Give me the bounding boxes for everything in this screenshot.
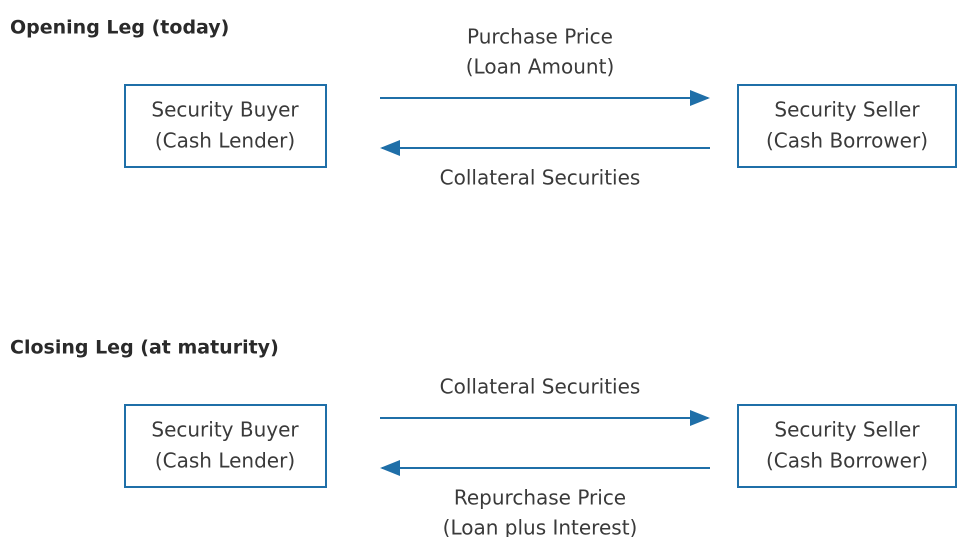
arrow-label: Collateral Securities [440,166,641,190]
box-text: (Cash Lender) [155,129,295,153]
box-text: Security Buyer [151,98,299,122]
arrow-label: Repurchase Price [454,486,626,510]
box [124,404,327,488]
box-text: (Cash Borrower) [766,129,928,153]
section-title: Closing Leg (at maturity) [10,337,279,359]
box-text: Security Seller [774,418,920,442]
box-text: Security Seller [774,98,920,122]
content: Opening Leg (today) Security Buyer (Cash L… [10,17,957,537]
arrow-label: (Loan Amount) [466,55,615,79]
box-text: (Cash Borrower) [766,449,928,473]
box-text: (Cash Lender) [155,449,295,473]
box [737,404,957,488]
box-text: Security Buyer [151,418,299,442]
box [737,84,957,168]
arrow-label: Collateral Securities [440,375,641,399]
arrow-label: (Loan plus Interest) [443,516,638,537]
section-title: Opening Leg (today) [10,17,229,39]
box [124,84,327,168]
arrow-label: Purchase Price [467,25,613,49]
